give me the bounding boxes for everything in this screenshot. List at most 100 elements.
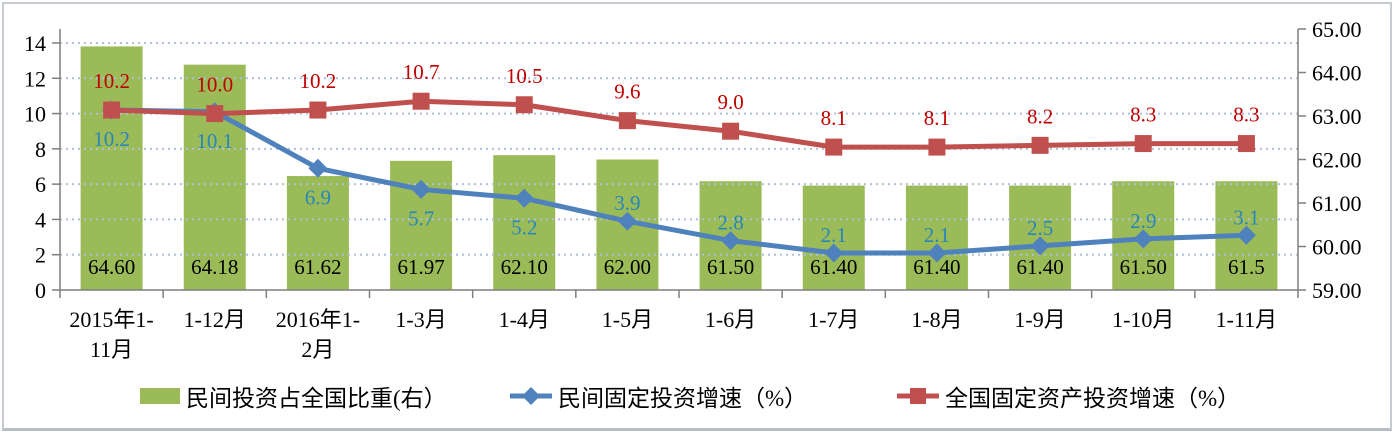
diamond-marker <box>514 188 534 208</box>
diamond-marker <box>617 211 637 231</box>
blue-data-label: 2.8 <box>717 211 743 235</box>
diamond-marker <box>308 158 328 178</box>
blue-data-label: 10.1 <box>196 129 233 153</box>
blue-data-label: 5.7 <box>408 206 434 230</box>
square-marker <box>618 112 636 130</box>
red-data-label: 9.0 <box>717 90 743 114</box>
blue-data-label: 5.2 <box>511 215 537 239</box>
diamond-marker <box>1133 229 1153 249</box>
square-marker <box>825 138 843 156</box>
right-axis-tick-label: 60.00 <box>1312 235 1362 260</box>
bar-data-label: 61.50 <box>1120 255 1167 279</box>
right-axis-tick-label: 62.00 <box>1312 148 1362 173</box>
square-marker <box>103 101 121 119</box>
bar-data-label: 61.40 <box>1016 255 1063 279</box>
category-label: 1-10月 <box>1112 307 1174 332</box>
bar-series-swatch-icon <box>140 388 180 404</box>
left-axis-tick-label: 0 <box>35 278 46 303</box>
blue-data-label: 6.9 <box>305 185 331 209</box>
category-label: 1-3月 <box>395 307 446 332</box>
category-label: 1-5月 <box>602 307 653 332</box>
square-marker <box>412 92 430 110</box>
bar-data-label: 61.5 <box>1228 255 1265 279</box>
left-axis-tick-label: 8 <box>35 137 46 162</box>
left-axis-tick-label: 10 <box>24 102 46 127</box>
legend-label-national-growth: 全国固定资产投资增速（%） <box>945 386 1241 411</box>
blue-data-label: 3.1 <box>1233 205 1259 229</box>
right-axis-tick-label: 63.00 <box>1312 104 1362 129</box>
square-marker <box>515 96 533 114</box>
bar <box>802 185 865 290</box>
bar <box>493 155 556 290</box>
bar-data-label: 62.00 <box>604 255 651 279</box>
category-label: 11月 <box>90 337 133 362</box>
red-data-label: 10.0 <box>196 73 233 97</box>
category-label: 2015年1- <box>69 307 153 332</box>
bar-data-label: 64.60 <box>88 255 135 279</box>
red-data-label: 10.5 <box>506 64 543 88</box>
legend-item-private-growth: 民间固定投资增速（%） <box>510 382 808 411</box>
diamond-marker <box>1030 236 1050 256</box>
red-data-label: 10.7 <box>403 60 440 84</box>
red-data-label: 8.1 <box>924 106 950 130</box>
square-marker <box>206 105 224 123</box>
category-label: 1-12月 <box>184 307 246 332</box>
diamond-line-series <box>109 107 1249 256</box>
square-marker <box>1134 135 1152 153</box>
square-marker <box>1237 135 1255 153</box>
square-marker <box>722 122 740 140</box>
red-data-label: 10.2 <box>93 69 130 93</box>
bar-data-label: 61.62 <box>294 255 341 279</box>
right-axis-tick-label: 61.00 <box>1312 191 1362 216</box>
line-square-swatch-icon <box>897 388 939 404</box>
bar-data-label: 61.40 <box>810 255 857 279</box>
legend-item-national-growth: 全国固定资产投资增速（%） <box>897 382 1241 411</box>
category-label: 1-6月 <box>705 307 756 332</box>
red-data-label: 8.3 <box>1130 103 1156 127</box>
diamond-marker <box>1236 225 1256 245</box>
diamond-marker <box>824 243 844 263</box>
blue-data-label: 10.2 <box>93 127 130 151</box>
bar-data-label: 64.18 <box>191 255 238 279</box>
legend-label-private-share: 民间投资占全国比重(右） <box>186 386 447 411</box>
red-data-label: 8.1 <box>821 106 847 130</box>
bar <box>905 185 968 290</box>
diamond-marker <box>927 243 947 263</box>
square-marker <box>1031 136 1049 154</box>
category-label: 1-8月 <box>911 307 962 332</box>
bar-data-label: 61.97 <box>397 255 444 279</box>
left-axis-tick-label: 14 <box>24 31 46 56</box>
square-line-series <box>109 98 1249 150</box>
blue-data-label: 2.5 <box>1027 216 1053 240</box>
bar <box>183 64 246 290</box>
red-data-label: 10.2 <box>300 69 337 93</box>
bar <box>80 46 143 291</box>
right-axis-tick-label: 59.00 <box>1312 278 1362 303</box>
blue-data-label: 2.9 <box>1130 209 1156 233</box>
diamond-marker <box>721 231 741 251</box>
blue-data-label: 3.9 <box>614 191 640 215</box>
left-axis-tick-label: 12 <box>24 66 46 91</box>
left-axis-tick-label: 4 <box>35 207 46 232</box>
square-marker <box>309 101 327 119</box>
bar-data-label: 61.50 <box>707 255 754 279</box>
category-label: 1-4月 <box>499 307 550 332</box>
red-data-label: 8.2 <box>1027 104 1053 128</box>
left-axis-tick-label: 6 <box>35 172 46 197</box>
right-axis-tick-label: 64.00 <box>1312 61 1362 86</box>
bar <box>286 176 349 290</box>
legend-item-private-share: 民间投资占全国比重(右） <box>140 382 447 411</box>
bar-data-label: 61.40 <box>913 255 960 279</box>
legend-label-private-growth: 民间固定投资增速（%） <box>558 386 808 411</box>
bar-data-label: 62.10 <box>501 255 548 279</box>
square-marker <box>928 138 946 156</box>
blue-data-label: 2.1 <box>821 223 847 247</box>
left-axis-tick-label: 2 <box>35 243 46 268</box>
category-label: 1-7月 <box>808 307 859 332</box>
red-data-label: 8.3 <box>1233 103 1259 127</box>
line-diamond-swatch-icon <box>510 387 552 405</box>
diamond-marker <box>411 179 431 199</box>
category-label: 1-9月 <box>1014 307 1065 332</box>
